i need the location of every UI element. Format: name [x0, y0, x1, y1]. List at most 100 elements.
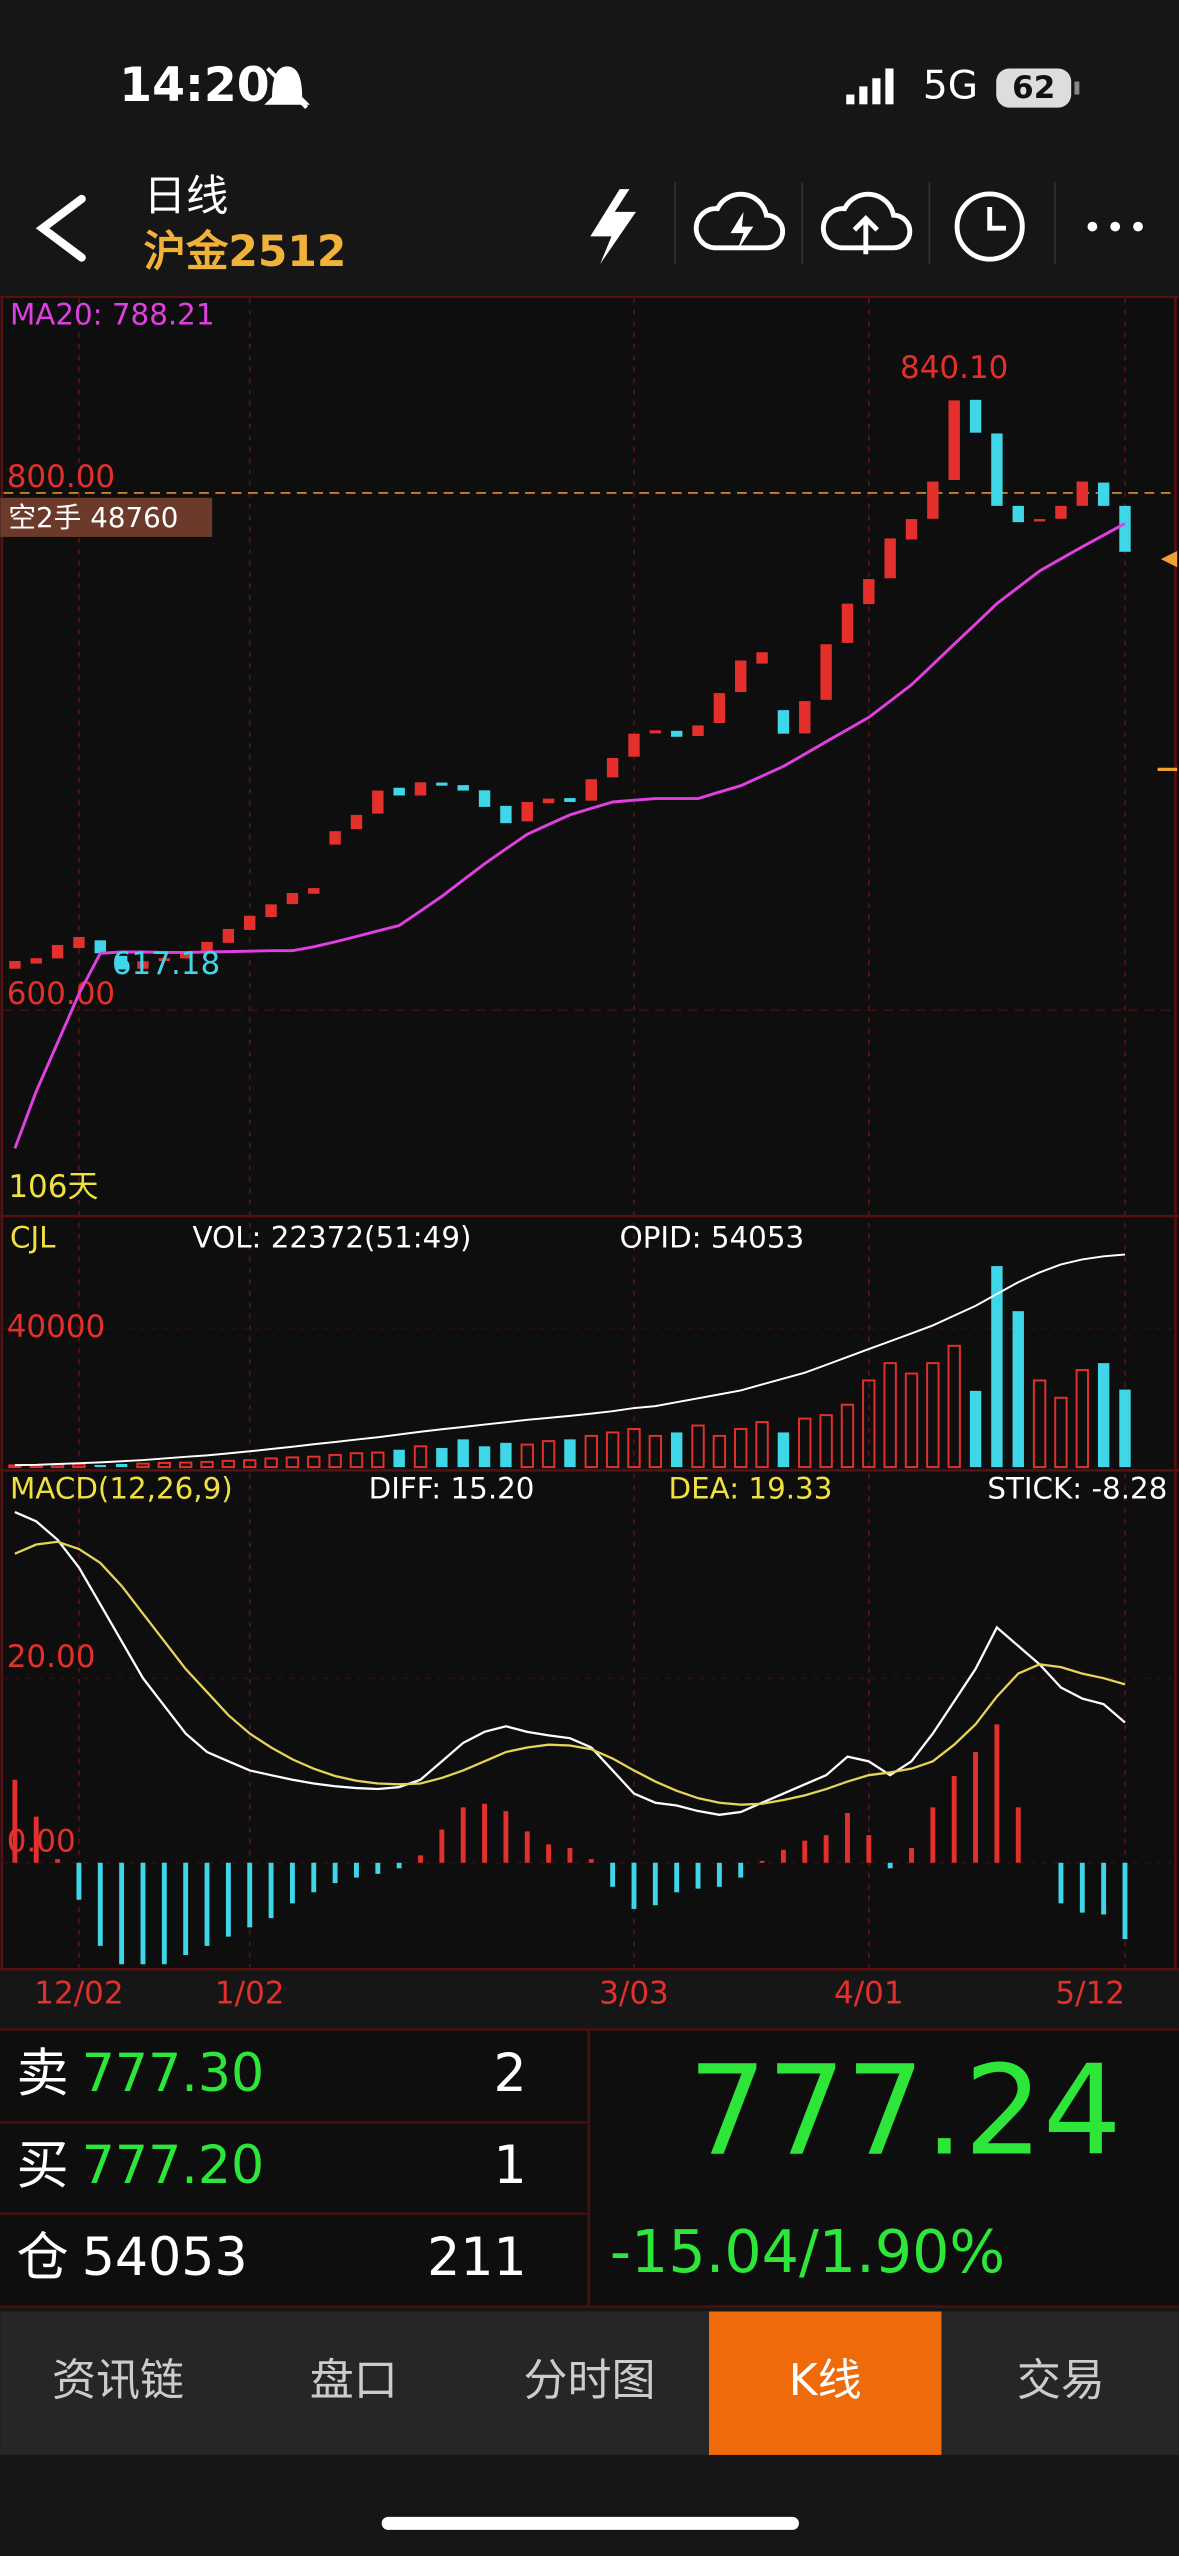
candle-body	[393, 787, 405, 796]
macd-name: MACD(12,26,9)	[10, 1471, 233, 1505]
candle-body	[1055, 505, 1067, 519]
volume-bar	[969, 1390, 982, 1468]
volume-bar	[94, 1465, 106, 1468]
candle-body	[884, 538, 896, 579]
candle-body	[1012, 505, 1024, 523]
candle-body	[9, 960, 21, 969]
chart-area	[0, 295, 1179, 1970]
volume-bar	[605, 1431, 620, 1469]
volume-bar	[883, 1362, 897, 1469]
volume-bar	[1012, 1311, 1024, 1468]
back-button[interactable]	[35, 194, 86, 262]
candle-body	[308, 888, 320, 894]
quote-price: 54053	[82, 2228, 248, 2288]
cloud-sync-button[interactable]	[693, 191, 786, 251]
candle-body	[500, 805, 512, 824]
candle-body	[137, 961, 149, 969]
y-tick-label: 0.00	[7, 1824, 76, 1860]
candle-body	[521, 801, 533, 822]
history-button[interactable]	[954, 191, 1025, 262]
volume-bar	[712, 1434, 727, 1469]
active-tab-bg	[708, 2311, 942, 2455]
volume-bar	[200, 1460, 214, 1469]
volume-bar	[840, 1403, 855, 1469]
flash-button[interactable]	[590, 189, 636, 265]
candle-body	[628, 733, 640, 757]
battery	[996, 68, 1072, 108]
candle-body	[564, 798, 576, 802]
tab[interactable]: 分时图	[524, 2355, 656, 2406]
cloud-sync-icon	[730, 211, 754, 252]
volume-bar	[947, 1344, 961, 1469]
quote-volume: 2	[494, 2044, 527, 2104]
candle-body	[478, 790, 491, 807]
candle-body	[841, 603, 854, 643]
tabs: 资讯链 盘口 分时图 K线 交易	[52, 2311, 1105, 2455]
last-price: 777.24	[688, 2039, 1121, 2183]
candle-body	[905, 519, 918, 540]
tab[interactable]: 盘口	[310, 2355, 398, 2406]
candle-body	[1119, 505, 1131, 552]
volume-bar	[457, 1439, 469, 1468]
price-change: -15.04/1.90%	[610, 2218, 1005, 2286]
volume-bar	[691, 1424, 705, 1469]
symbol: 沪金2512	[144, 227, 347, 276]
cloud-upload-button[interactable]	[820, 191, 913, 251]
y-tick-label: 40000	[7, 1309, 106, 1345]
volume-bar	[798, 1417, 812, 1469]
volume-bar	[8, 1464, 22, 1469]
candle-body	[94, 940, 106, 954]
quote-label: 卖	[17, 2044, 69, 2104]
candle-body	[863, 579, 875, 605]
quote-price: 777.30	[82, 2044, 265, 2104]
quote-rows: 卖 777.30 2 买 777.20 1 仓 54053 211	[17, 2044, 527, 2288]
candle-body	[1076, 481, 1088, 506]
volume-bar	[541, 1440, 556, 1469]
volume-bar	[904, 1372, 919, 1469]
candle-body	[265, 904, 277, 918]
history-icon	[987, 207, 1006, 231]
volume-bar	[436, 1448, 448, 1468]
candle-body	[692, 725, 704, 737]
candle-body	[670, 730, 683, 737]
home-indicator	[381, 2516, 799, 2530]
volume-bar	[1075, 1369, 1089, 1469]
price-marker	[1160, 550, 1178, 568]
candle-body	[585, 779, 597, 801]
dea-label: DEA: 19.33	[669, 1471, 833, 1505]
candle-body	[158, 958, 171, 961]
battery-tip	[1074, 81, 1080, 95]
volume-bar	[349, 1452, 364, 1469]
quote-borders	[0, 2028, 1179, 2308]
tab[interactable]: 交易	[1017, 2355, 1105, 2406]
more-button[interactable]	[1087, 221, 1143, 232]
tab[interactable]: 资讯链	[52, 2355, 184, 2406]
position-label: 空2手 48760	[8, 501, 178, 534]
volume-bar	[648, 1434, 663, 1469]
volume-bar	[72, 1463, 86, 1469]
volume-bar	[307, 1455, 321, 1469]
volume-bar	[734, 1427, 748, 1469]
volume-bar	[520, 1443, 534, 1469]
candle-body	[286, 892, 299, 905]
candle-body	[179, 953, 192, 959]
battery-level: 62	[1012, 70, 1055, 106]
candle-body	[991, 433, 1003, 506]
candle-body	[457, 785, 469, 791]
tab[interactable]: K线	[789, 2355, 862, 2406]
candle-body	[436, 782, 448, 786]
position-tag-bg	[0, 497, 213, 537]
candle-body	[713, 693, 726, 724]
tab-bar	[0, 2311, 1179, 2455]
volume-bar	[478, 1446, 491, 1468]
candle-body	[30, 958, 42, 964]
opid-line	[14, 1253, 1126, 1467]
volume-bar	[862, 1379, 876, 1469]
volume-bar	[627, 1427, 641, 1469]
volume-bar	[157, 1461, 172, 1469]
diff-line	[14, 1511, 1126, 1816]
volume-bar	[1097, 1363, 1110, 1468]
quote-volume: 211	[427, 2228, 527, 2288]
